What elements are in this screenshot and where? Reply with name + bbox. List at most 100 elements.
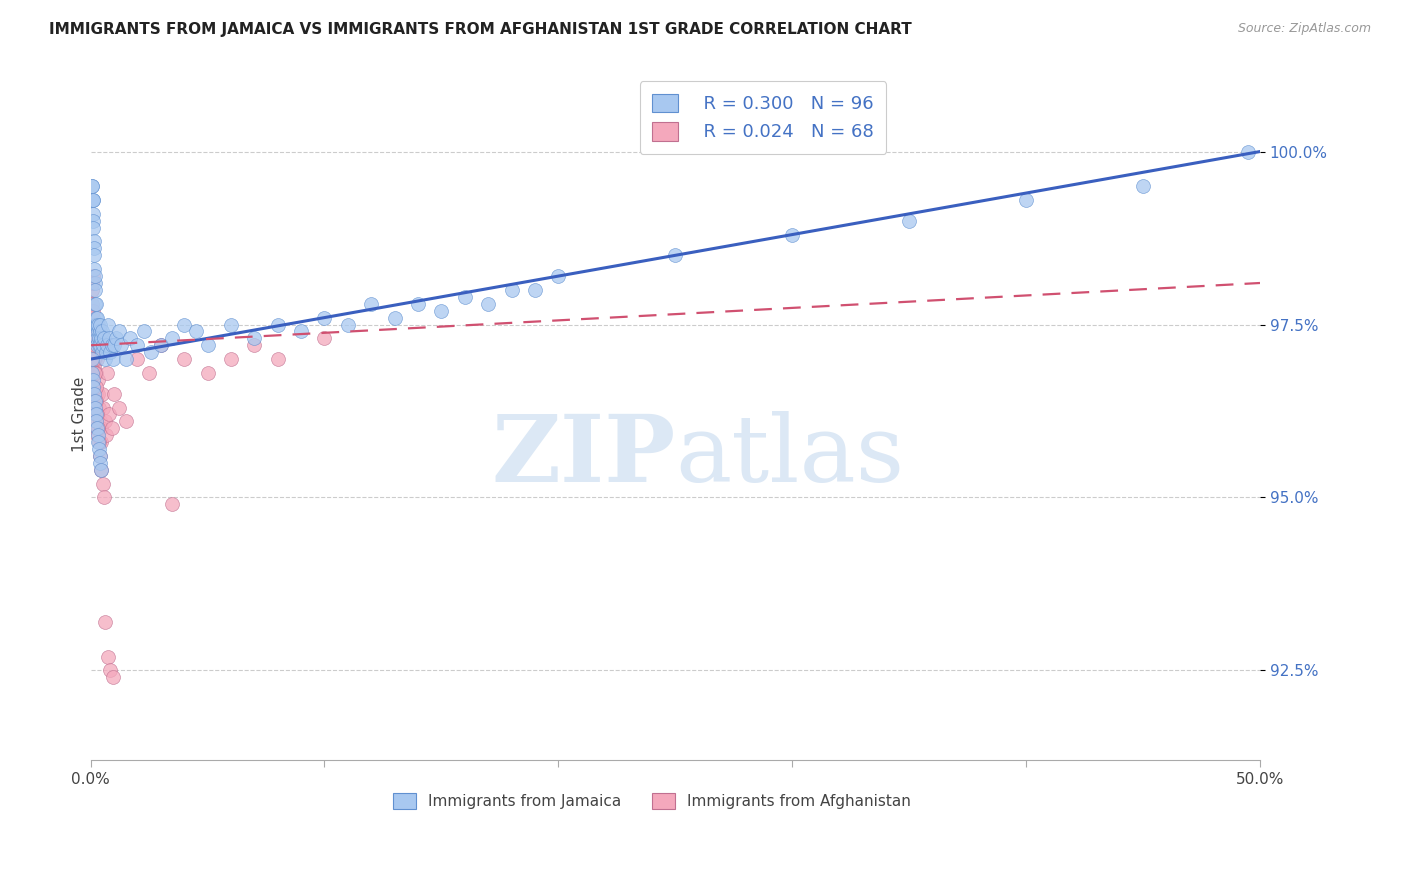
Point <box>90 421 112 435</box>
Point <box>149 338 172 352</box>
Point <box>103 386 125 401</box>
Point <box>84 297 107 311</box>
Point <box>84 338 107 352</box>
Point <box>80 297 103 311</box>
Point <box>90 331 112 345</box>
Point <box>162 497 184 511</box>
Point <box>290 325 312 339</box>
Point <box>173 352 195 367</box>
Point <box>83 386 105 401</box>
Point <box>360 297 382 311</box>
Point <box>83 393 105 408</box>
Point <box>82 193 104 207</box>
Point <box>83 352 105 367</box>
Point <box>90 325 112 339</box>
Point <box>120 331 142 345</box>
Point <box>83 352 105 367</box>
Point <box>86 338 108 352</box>
Point <box>100 345 122 359</box>
Point <box>86 331 108 345</box>
Point <box>82 380 104 394</box>
Point <box>89 338 111 352</box>
Point <box>93 352 115 367</box>
Point <box>87 435 110 450</box>
Point <box>86 318 108 332</box>
Point <box>149 338 172 352</box>
Point <box>90 463 112 477</box>
Point <box>114 352 136 367</box>
Point <box>1132 179 1154 194</box>
Point <box>314 331 336 345</box>
Point <box>84 269 107 284</box>
Point <box>87 318 110 332</box>
Point <box>82 373 104 387</box>
Point <box>100 421 122 435</box>
Point <box>89 331 111 345</box>
Point <box>105 331 128 345</box>
Point <box>267 318 290 332</box>
Point <box>141 345 163 359</box>
Point <box>97 318 120 332</box>
Point <box>138 366 160 380</box>
Point <box>93 491 115 505</box>
Point <box>780 227 803 242</box>
Point <box>86 408 108 422</box>
Point <box>83 241 105 255</box>
Point <box>547 269 569 284</box>
Point <box>86 310 108 325</box>
Point <box>87 442 110 456</box>
Point <box>87 421 110 435</box>
Point <box>84 386 107 401</box>
Point <box>86 373 108 387</box>
Point <box>107 325 129 339</box>
Point <box>84 366 107 380</box>
Point <box>83 393 105 408</box>
Point <box>82 366 104 380</box>
Point <box>83 276 105 290</box>
Point <box>97 649 120 664</box>
Point <box>1015 193 1038 207</box>
Point <box>84 401 107 415</box>
Point <box>94 428 117 442</box>
Point <box>524 283 547 297</box>
Point <box>430 303 453 318</box>
Point <box>86 428 108 442</box>
Point <box>501 283 523 297</box>
Point <box>83 380 105 394</box>
Point <box>89 449 111 463</box>
Point <box>664 248 686 262</box>
Point <box>82 318 104 332</box>
Point <box>82 269 104 284</box>
Point <box>82 179 104 194</box>
Point <box>83 262 105 277</box>
Point <box>336 318 359 332</box>
Point <box>103 338 125 352</box>
Point <box>98 331 121 345</box>
Point <box>87 386 110 401</box>
Y-axis label: 1st Grade: 1st Grade <box>72 376 87 452</box>
Point <box>98 408 121 422</box>
Point <box>84 393 107 408</box>
Point <box>89 456 111 470</box>
Point <box>100 338 122 352</box>
Point <box>243 331 266 345</box>
Point <box>84 297 107 311</box>
Point <box>83 248 105 262</box>
Text: Source: ZipAtlas.com: Source: ZipAtlas.com <box>1237 22 1371 36</box>
Text: IMMIGRANTS FROM JAMAICA VS IMMIGRANTS FROM AFGHANISTAN 1ST GRADE CORRELATION CHA: IMMIGRANTS FROM JAMAICA VS IMMIGRANTS FR… <box>49 22 912 37</box>
Point <box>86 325 108 339</box>
Point <box>86 421 108 435</box>
Point <box>80 352 103 367</box>
Point <box>406 297 429 311</box>
Point <box>96 366 118 380</box>
Point <box>93 414 115 428</box>
Point <box>86 414 108 428</box>
Point <box>91 386 114 401</box>
Point <box>101 352 124 367</box>
Point <box>80 193 103 207</box>
Point <box>86 428 108 442</box>
Point <box>162 331 184 345</box>
Point <box>86 414 108 428</box>
Point <box>898 213 921 227</box>
Point <box>384 310 406 325</box>
